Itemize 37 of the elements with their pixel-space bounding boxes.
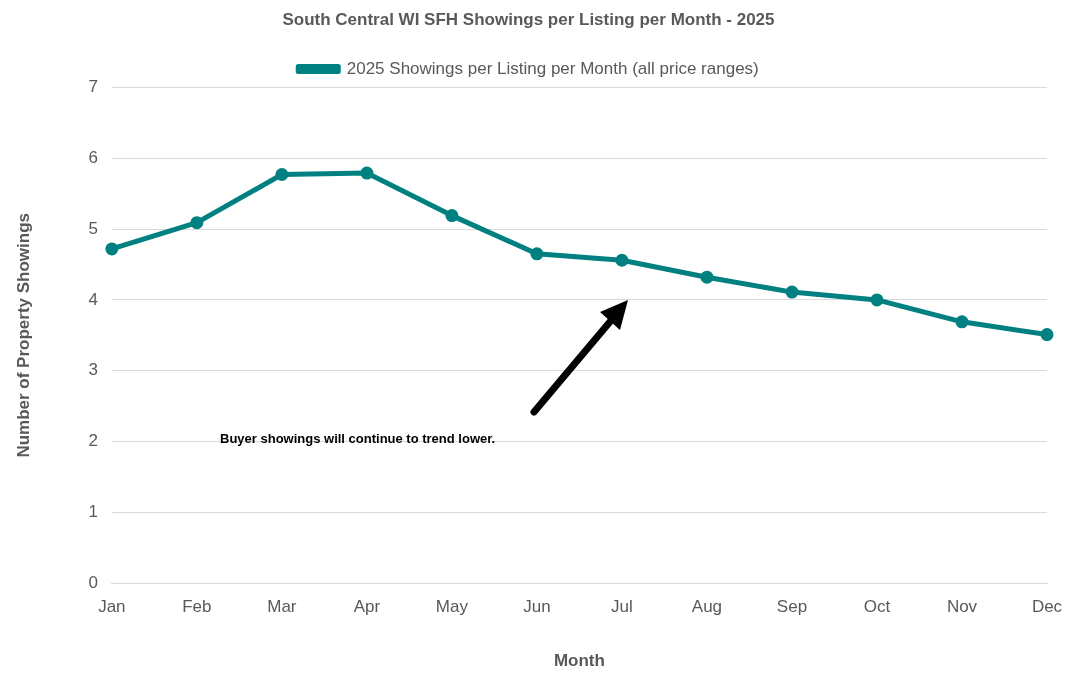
point: [105, 242, 119, 256]
point: [190, 216, 204, 230]
x-tick-label: Sep: [776, 597, 808, 617]
point: [275, 168, 289, 182]
point: [700, 270, 714, 284]
point: [360, 166, 374, 180]
x-tick-label: May: [435, 597, 469, 617]
x-axis-title: Month: [553, 651, 605, 671]
point: [615, 253, 629, 267]
chart-title: South Central WI SFH Showings per Listing per Month - 2025: [282, 9, 775, 29]
x-tick-label: Oct: [863, 597, 891, 617]
point: [785, 285, 799, 299]
y-tick-label: 0: [88, 572, 98, 592]
y-tick-label: 5: [88, 218, 98, 238]
y-tick-label: 1: [88, 502, 98, 522]
x-tick-label: Feb: [182, 597, 212, 617]
x-tick-label: Jul: [611, 597, 633, 617]
y-tick-label: 7: [88, 77, 98, 97]
annotation: Buyer showings will continue to trend lower.: [220, 430, 496, 446]
x-tick-label: Jun: [523, 597, 551, 617]
x-tick-label: Apr: [353, 597, 381, 617]
point: [445, 209, 459, 223]
y-axis-title: Number of Property Showings: [13, 212, 33, 458]
legend-label: 2025 Showings per Listing per Month (all price ranges): [346, 58, 759, 78]
point: [1040, 328, 1054, 342]
y-tick-label: 6: [88, 147, 98, 167]
point: [530, 247, 544, 261]
x-tick-label: Jan: [98, 597, 126, 617]
point: [955, 315, 969, 329]
y-tick-label: 4: [88, 289, 98, 309]
y-tick-label: 2: [88, 431, 98, 451]
y-tick-label: 3: [88, 360, 98, 380]
x-tick-label: Nov: [946, 597, 978, 617]
x-tick-label: Aug: [691, 597, 723, 617]
point: [870, 293, 884, 307]
x-tick-label: Mar: [267, 597, 297, 617]
x-tick-label: Dec: [1031, 597, 1063, 617]
